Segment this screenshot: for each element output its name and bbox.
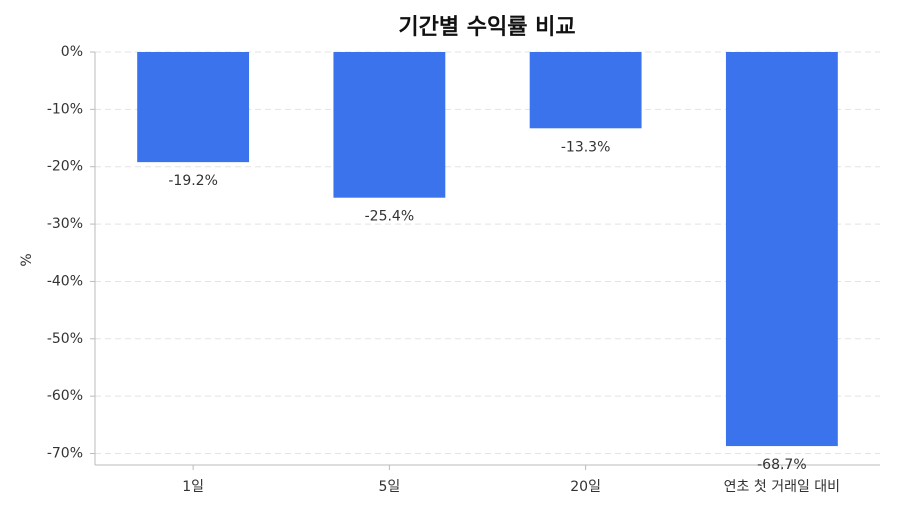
- y-tick-label: 0%: [61, 44, 83, 60]
- y-tick-label: -40%: [47, 273, 83, 289]
- value-label: -68.7%: [757, 457, 807, 473]
- y-tick-label: -10%: [47, 101, 83, 117]
- bar: [725, 52, 838, 447]
- bar: [137, 52, 250, 163]
- y-tick-label: -60%: [47, 388, 83, 404]
- bar: [333, 52, 446, 198]
- x-tick-label: 5일: [378, 479, 400, 495]
- y-tick-label: -70%: [47, 446, 83, 462]
- chart-title: 기간별 수익률 비교: [398, 15, 575, 40]
- value-label: -13.3%: [561, 139, 611, 155]
- x-tick-label: 20일: [570, 479, 601, 495]
- value-label: -19.2%: [168, 173, 218, 189]
- y-tick-label: -50%: [47, 331, 83, 347]
- y-tick-label: -20%: [47, 159, 83, 175]
- x-tick-label: 연초 첫 거래일 대비: [724, 479, 840, 495]
- y-tick-label: -30%: [47, 216, 83, 232]
- y-axis-label: %: [19, 253, 35, 266]
- value-label: -25.4%: [365, 209, 415, 225]
- x-tick-label: 1일: [182, 479, 204, 495]
- bar: [529, 52, 642, 129]
